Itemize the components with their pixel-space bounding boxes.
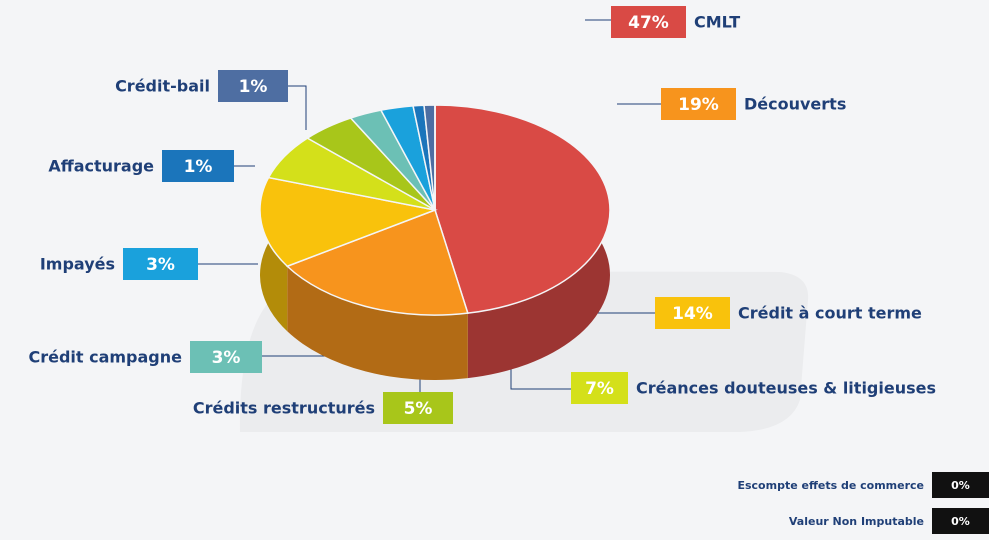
slice-side xyxy=(287,266,468,380)
category-label: Escompte effets de commerce xyxy=(737,479,924,492)
label-box xyxy=(611,6,686,38)
value-label: 47% xyxy=(628,13,669,33)
category-label: Affacturage xyxy=(48,157,154,176)
category-label: Valeur Non Imputable xyxy=(789,515,924,528)
slice xyxy=(259,176,438,268)
value-label: 1% xyxy=(184,157,213,177)
label-box xyxy=(571,372,628,404)
label-box xyxy=(655,297,730,329)
category-label: Impayés xyxy=(40,255,115,274)
value-label: 3% xyxy=(212,348,241,368)
category-label: Crédit campagne xyxy=(28,348,182,367)
value-label: 5% xyxy=(404,399,433,419)
category-label: Crédit-bail xyxy=(115,77,210,96)
value-label: 1% xyxy=(239,77,268,97)
category-label: Découverts xyxy=(744,95,846,114)
slice xyxy=(285,209,469,316)
label-box xyxy=(932,508,989,534)
value-label: 3% xyxy=(146,255,175,275)
label-box xyxy=(932,472,989,498)
slice xyxy=(434,104,611,314)
pie xyxy=(259,104,611,380)
value-label: 7% xyxy=(585,379,614,399)
label-box xyxy=(162,150,234,182)
leader-line xyxy=(288,85,307,130)
value-label: 19% xyxy=(678,95,719,115)
labels: 47% CMLT 19% Découverts 14% Crédit à court te… xyxy=(28,6,989,534)
value-label: 0% xyxy=(951,515,970,528)
label-box xyxy=(190,341,262,373)
value-label: 14% xyxy=(672,304,713,324)
label-box xyxy=(383,392,453,424)
label-box xyxy=(123,248,198,280)
label-box xyxy=(218,70,288,102)
category-label: Créances douteuses & litigieuses xyxy=(636,379,936,398)
category-label: CMLT xyxy=(694,13,740,32)
value-label: 0% xyxy=(951,479,970,492)
label-box xyxy=(661,88,736,120)
category-label: Crédits restructurés xyxy=(193,399,375,418)
category-label: Crédit à court terme xyxy=(738,304,922,323)
